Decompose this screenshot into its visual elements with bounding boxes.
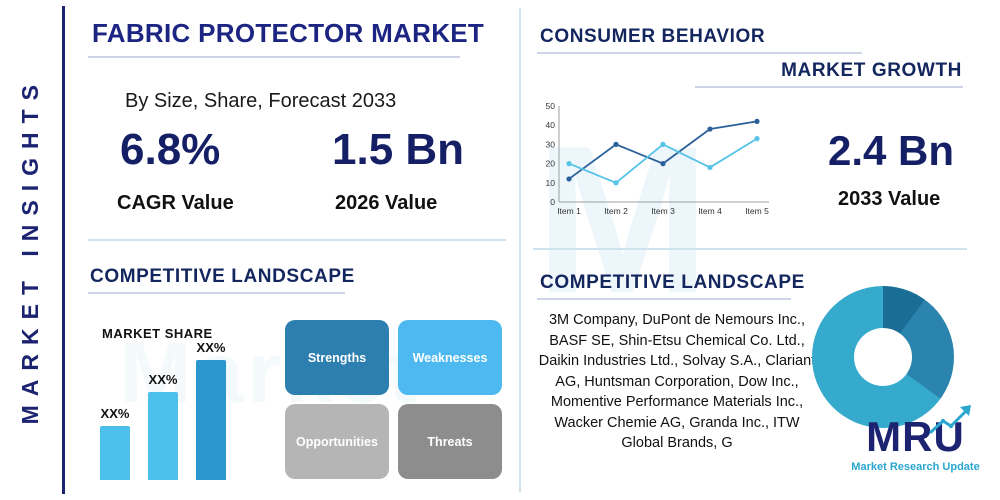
bar (100, 426, 130, 480)
donut-hole (854, 328, 912, 386)
market-growth-heading: MARKET GROWTH (781, 60, 962, 81)
svg-text:40: 40 (546, 120, 556, 130)
consumer-behavior-heading: CONSUMER BEHAVIOR (540, 26, 766, 47)
vertical-divider (519, 8, 521, 492)
cagr-stat-value: 6.8% (120, 125, 221, 174)
horizontal-divider-left (88, 239, 506, 241)
logo-wordmark: MRU (866, 405, 971, 458)
brand-logo: MRU Market Research Update (838, 405, 993, 473)
swot-grid: Strengths Weaknesses Opportunities Threa… (285, 320, 502, 479)
swot-opportunities-label: Opportunities (296, 434, 378, 449)
competitive-landscape-left-underline (88, 292, 345, 294)
svg-text:Item 2: Item 2 (604, 206, 628, 216)
svg-text:10: 10 (546, 178, 556, 188)
page-subtitle: By Size, Share, Forecast 2033 (125, 90, 397, 112)
svg-text:20: 20 (546, 159, 556, 169)
swot-threats-card: Threats (398, 404, 502, 479)
page-title: FABRIC PROTECTOR MARKET (92, 18, 485, 48)
forecast-stat-value: 2.4 Bn (828, 127, 955, 174)
competitive-landscape-left-heading: COMPETITIVE LANDSCAPE (90, 266, 355, 287)
market-growth-underline (695, 86, 963, 88)
swot-threats-label: Threats (427, 434, 473, 449)
svg-text:Item 4: Item 4 (698, 206, 722, 216)
bar-value-label: XX% (148, 372, 178, 387)
competitive-landscape-right-underline (537, 298, 791, 300)
market-share-bar-chart: XX% XX% XX% (100, 340, 260, 480)
swot-weaknesses-card: Weaknesses (398, 320, 502, 395)
forecast-stat-label: 2033 Value (838, 188, 941, 210)
logo-tagline: Market Research Update (851, 461, 980, 473)
svg-text:Item 3: Item 3 (651, 206, 675, 216)
market-share-title: MARKET SHARE (102, 326, 213, 341)
swot-strengths-label: Strengths (307, 350, 367, 365)
base-year-stat-label: 2026 Value (335, 192, 438, 214)
company-list: 3M Company, DuPont de Nemours Inc., BASF… (538, 312, 816, 452)
swot-opportunities-card: Opportunities (285, 404, 389, 479)
growth-arrow-icon (929, 405, 971, 434)
title-underline (88, 56, 460, 58)
bar-column: XX% (196, 340, 226, 480)
sidebar-vertical-title: MARKET INSIGHTS (16, 75, 43, 425)
bar (148, 392, 178, 480)
svg-text:30: 30 (546, 139, 556, 149)
bar-column: XX% (100, 406, 130, 480)
bar-value-label: XX% (100, 406, 130, 421)
horizontal-divider-right (533, 248, 967, 250)
bar-column: XX% (148, 372, 178, 480)
svg-text:0: 0 (550, 197, 555, 207)
swot-weaknesses-label: Weaknesses (412, 350, 488, 365)
svg-text:50: 50 (546, 101, 556, 111)
base-year-stat-value: 1.5 Bn (332, 125, 465, 174)
sidebar: MARKET INSIGHTS (0, 0, 60, 500)
cagr-stat-label: CAGR Value (117, 192, 234, 214)
swot-strengths-card: Strengths (285, 320, 389, 395)
svg-text:Item 5: Item 5 (745, 206, 769, 216)
svg-text:Item 1: Item 1 (557, 206, 581, 216)
competitor-donut-chart (812, 286, 954, 428)
market-growth-chart-container: 0 10 20 30 40 50 Item 1 Item 2 Item 3 Item 4 Item … (533, 100, 773, 218)
bar-value-label: XX% (196, 340, 226, 355)
consumer-behavior-underline (537, 52, 862, 54)
market-growth-line-chart: 0 10 20 30 40 50 Item 1 Item 2 Item 3 Item 4 Item … (546, 101, 770, 216)
sidebar-divider-line (62, 6, 65, 494)
bar (196, 360, 226, 480)
competitive-landscape-right-heading: COMPETITIVE LANDSCAPE (540, 272, 805, 293)
